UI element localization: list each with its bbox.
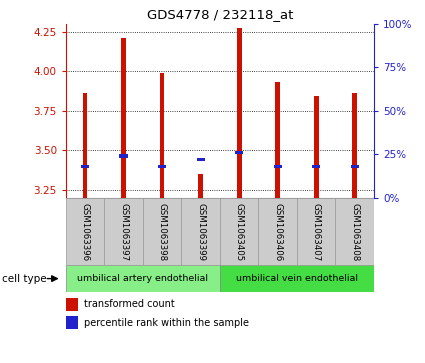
Text: GSM1063408: GSM1063408: [350, 203, 359, 261]
Text: transformed count: transformed count: [84, 299, 175, 309]
Bar: [275, 82, 280, 198]
Text: GSM1063396: GSM1063396: [81, 203, 90, 261]
Bar: [235, 151, 244, 154]
Bar: [274, 165, 282, 168]
Bar: [160, 73, 164, 198]
Bar: [258, 198, 297, 265]
Bar: [66, 298, 78, 311]
Text: GSM1063407: GSM1063407: [312, 203, 321, 261]
Bar: [66, 317, 78, 329]
Text: GSM1063398: GSM1063398: [158, 203, 167, 261]
Bar: [237, 28, 241, 198]
Bar: [335, 198, 374, 265]
Bar: [198, 174, 203, 198]
Bar: [119, 154, 128, 158]
Bar: [220, 265, 374, 292]
Bar: [81, 165, 89, 168]
Bar: [105, 198, 143, 265]
Text: umbilical artery endothelial: umbilical artery endothelial: [77, 274, 208, 283]
Bar: [83, 93, 88, 198]
Bar: [143, 198, 181, 265]
Text: GSM1063399: GSM1063399: [196, 203, 205, 261]
Bar: [314, 97, 318, 198]
Bar: [66, 198, 105, 265]
Text: percentile rank within the sample: percentile rank within the sample: [84, 318, 249, 328]
Bar: [297, 198, 335, 265]
Bar: [352, 93, 357, 198]
Text: umbilical vein endothelial: umbilical vein endothelial: [236, 274, 358, 283]
Title: GDS4778 / 232118_at: GDS4778 / 232118_at: [147, 8, 293, 21]
Bar: [351, 165, 359, 168]
Bar: [158, 165, 166, 168]
Text: GSM1063406: GSM1063406: [273, 203, 282, 261]
Bar: [312, 165, 320, 168]
Bar: [181, 198, 220, 265]
Bar: [122, 38, 126, 198]
Text: GSM1063405: GSM1063405: [235, 203, 244, 261]
Bar: [196, 158, 205, 161]
Bar: [66, 265, 220, 292]
Bar: [220, 198, 258, 265]
Text: cell type: cell type: [2, 274, 47, 284]
Text: GSM1063397: GSM1063397: [119, 203, 128, 261]
